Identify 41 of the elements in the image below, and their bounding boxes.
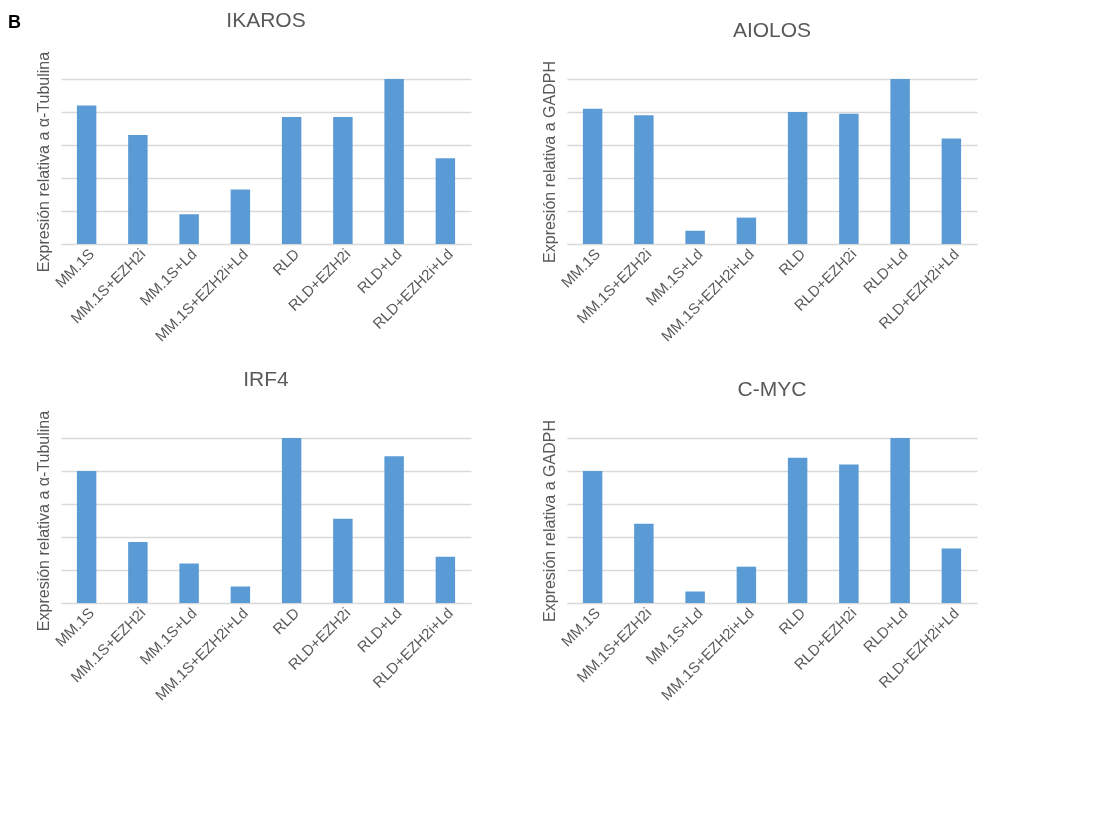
y-axis-title: Expresión relativa a GADPH (540, 61, 558, 263)
bar (685, 591, 705, 603)
bar (839, 113, 859, 244)
bar (685, 230, 705, 244)
bar (384, 79, 404, 244)
bar (582, 108, 603, 244)
bar (333, 518, 353, 603)
bar (333, 116, 353, 244)
bar (787, 457, 808, 603)
bar (941, 548, 962, 603)
bar (736, 566, 757, 603)
bar (941, 138, 962, 244)
bar (128, 541, 148, 603)
bar (281, 116, 302, 244)
bar (281, 438, 302, 603)
chart-title: IKAROS (226, 8, 306, 32)
bar (76, 105, 97, 244)
bar (890, 79, 910, 244)
bar (128, 135, 148, 244)
chart-title: IRF4 (243, 367, 290, 391)
bar (179, 563, 199, 603)
y-axis-title: Expresión relativa a α-Tubulina (34, 51, 52, 273)
y-axis-title: Expresión relativa a GADPH (540, 420, 558, 622)
bar (839, 464, 859, 603)
text: B (8, 12, 21, 33)
bar (384, 456, 404, 603)
bar (230, 189, 251, 244)
bar (890, 438, 910, 603)
y-axis-title: Expresión relativa a α-Tubulina (34, 410, 52, 632)
bar (76, 471, 97, 603)
bar (634, 523, 654, 603)
chart-title: AIOLOS (732, 17, 812, 41)
chart-title: C-MYC (737, 376, 807, 400)
bar (736, 217, 757, 244)
bar (435, 556, 456, 603)
bar (230, 586, 251, 603)
bar (787, 112, 808, 244)
bar (435, 158, 456, 244)
bar (179, 214, 199, 244)
bar (582, 471, 603, 603)
bar (634, 115, 654, 244)
